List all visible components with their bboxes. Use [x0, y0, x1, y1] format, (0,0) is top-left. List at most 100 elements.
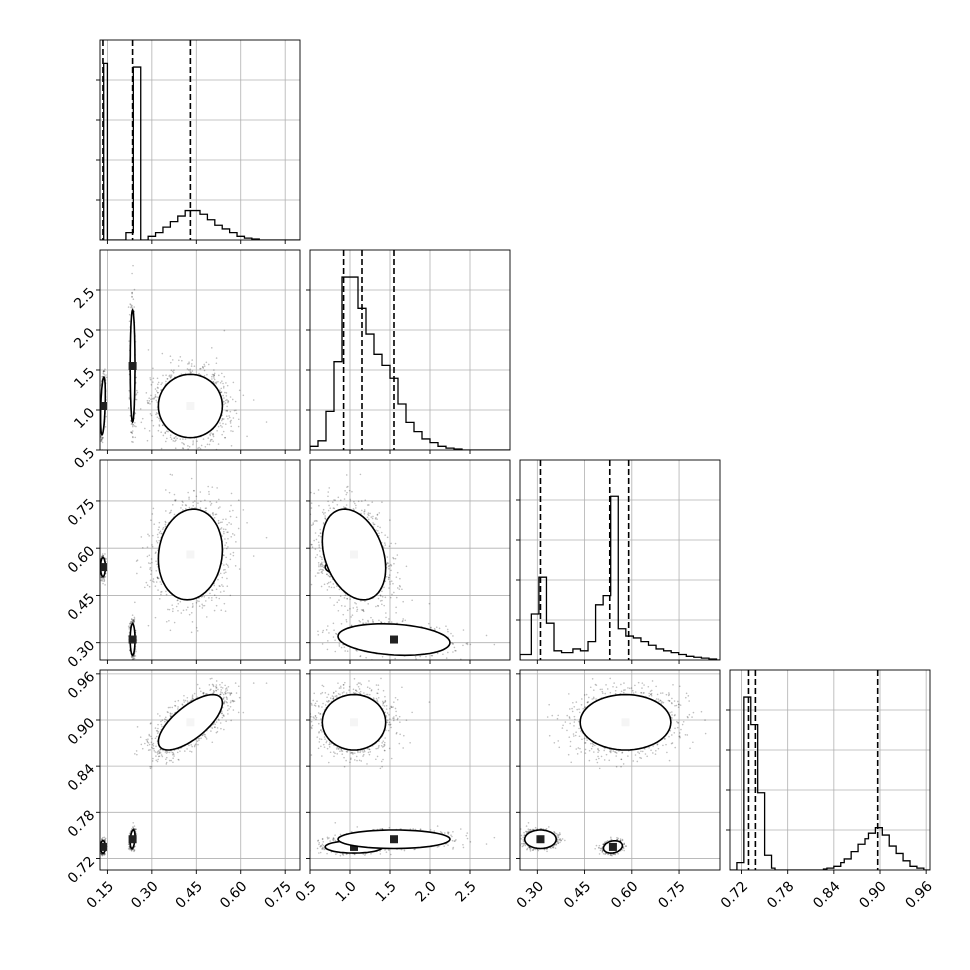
sample-point — [169, 374, 171, 376]
sample-point — [172, 440, 175, 442]
sample-point — [100, 438, 103, 441]
sample-point — [153, 398, 155, 400]
sample-point — [215, 382, 218, 385]
sample-point — [160, 383, 162, 386]
sample-point — [232, 430, 234, 433]
sample-point — [141, 417, 144, 420]
sample-point — [229, 422, 232, 424]
sample-point — [229, 410, 232, 413]
sample-point — [220, 387, 223, 390]
sample-point — [131, 435, 134, 438]
sample-point — [186, 368, 189, 370]
sample-point — [133, 620, 136, 623]
sample-point — [131, 621, 134, 623]
sample-point — [169, 436, 172, 439]
sample-point — [207, 437, 210, 439]
sample-point — [155, 396, 157, 398]
sample-point — [160, 447, 163, 450]
sample-point — [101, 451, 103, 453]
sample-point — [252, 399, 255, 401]
sample-point — [210, 438, 212, 441]
sample-point — [157, 387, 159, 389]
sample-point — [211, 433, 214, 435]
sample-point — [128, 313, 131, 316]
sample-point — [177, 609, 179, 612]
sample-point — [179, 356, 182, 358]
sample-point — [145, 581, 148, 584]
sample-point — [219, 591, 222, 593]
sample-point — [210, 347, 213, 349]
sample-point — [185, 504, 188, 507]
sample-point — [200, 595, 203, 598]
sample-point — [184, 438, 187, 440]
sample-point — [220, 391, 222, 394]
density-contour — [100, 376, 107, 436]
sample-point — [237, 425, 240, 428]
sample-point — [100, 439, 103, 442]
sample-point — [159, 581, 162, 583]
sample-point — [131, 292, 133, 295]
sample-point — [131, 296, 133, 298]
sample-point — [156, 386, 159, 389]
sample-point — [155, 412, 158, 414]
hist-panel-p2 — [306, 249, 511, 454]
sample-point — [104, 557, 107, 560]
sample-point — [155, 390, 158, 392]
sample-point — [199, 447, 202, 450]
sample-point — [226, 409, 228, 412]
sample-point — [157, 528, 160, 531]
sample-point — [153, 581, 155, 583]
sample-point — [152, 534, 154, 537]
sample-point — [175, 499, 177, 501]
sample-point — [221, 380, 223, 382]
sample-point — [127, 625, 130, 628]
sample-point — [209, 433, 211, 436]
sample-point — [205, 361, 208, 364]
sample-point — [222, 401, 225, 403]
sample-point — [165, 380, 167, 383]
sample-point — [217, 380, 219, 383]
panel-frame — [99, 39, 301, 241]
sample-point — [101, 450, 103, 452]
sample-point — [127, 407, 130, 409]
sample-point — [221, 372, 223, 375]
sample-point — [233, 409, 236, 412]
sample-point — [132, 298, 135, 300]
sample-point — [101, 580, 104, 582]
sample-point — [133, 654, 136, 657]
sample-point — [265, 421, 268, 423]
sample-point — [132, 657, 135, 659]
sample-point — [156, 377, 159, 380]
sample-point — [211, 373, 214, 376]
sample-point — [188, 446, 191, 448]
sample-point — [140, 536, 143, 538]
sample-point — [217, 374, 220, 377]
sample-point — [229, 420, 232, 423]
sample-point — [194, 500, 196, 502]
sample-point — [166, 437, 168, 440]
sample-point — [129, 622, 132, 625]
sample-point — [104, 553, 106, 555]
sample-point — [161, 352, 164, 355]
sample-point — [100, 576, 103, 579]
sample-point — [202, 438, 205, 440]
sample-point — [208, 597, 210, 599]
sample-point — [173, 437, 176, 439]
sample-point — [219, 424, 222, 427]
sample-point — [130, 306, 132, 309]
sample-point — [103, 579, 106, 582]
sample-point — [103, 373, 106, 376]
sample-point — [222, 382, 224, 385]
sample-point — [225, 399, 227, 402]
sample-point — [209, 440, 212, 442]
sample-point — [103, 576, 106, 579]
sample-point — [165, 374, 167, 376]
sample-point — [223, 329, 226, 332]
sample-point — [202, 367, 205, 369]
sample-point — [151, 400, 153, 403]
panel-frame — [99, 249, 301, 451]
sample-point — [174, 447, 177, 449]
sample-point — [198, 600, 200, 603]
sample-point — [170, 374, 173, 377]
sample-point — [222, 418, 225, 420]
